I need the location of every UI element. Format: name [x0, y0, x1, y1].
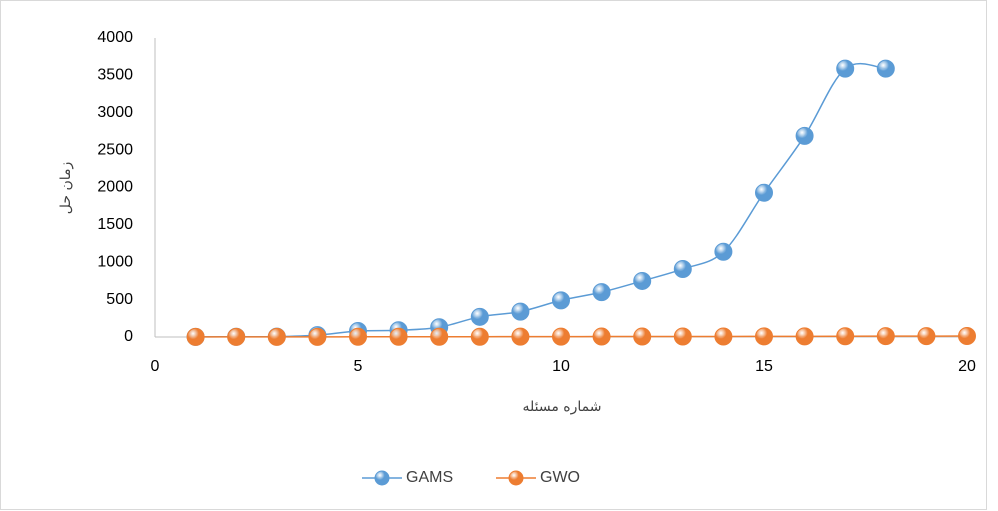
x-tick-label: 20: [958, 358, 976, 375]
data-point: [592, 327, 611, 346]
data-point: [755, 327, 773, 346]
data-point: [633, 271, 652, 290]
data-point: [552, 291, 570, 310]
data-point: [673, 327, 692, 346]
data-point: [267, 327, 286, 346]
y-axis-title: زمان حل: [58, 162, 74, 215]
x-tick-label: 10: [552, 358, 570, 375]
data-point: [795, 327, 814, 346]
y-tick-label: 1500: [97, 216, 133, 233]
data-point: [836, 59, 855, 78]
data-point: [714, 242, 733, 261]
y-tick-label: 1000: [97, 253, 133, 270]
y-tick-label: 4000: [97, 29, 133, 46]
data-point: [308, 327, 327, 346]
data-point: [349, 327, 367, 346]
series-line: [195, 62, 886, 338]
x-tick-label: 5: [354, 358, 363, 375]
legend-label: GAMS: [406, 469, 453, 486]
y-tick-label: 0: [124, 328, 133, 345]
y-tick-label: 3000: [97, 104, 133, 121]
x-tick-label: 0: [151, 358, 160, 375]
data-point: [836, 327, 855, 346]
data-point: [592, 283, 611, 302]
data-point: [227, 327, 246, 346]
data-point: [876, 327, 895, 346]
data-point: [958, 327, 976, 346]
y-tick-label: 3500: [97, 67, 133, 84]
data-point: [511, 302, 530, 321]
data-point: [552, 327, 570, 346]
data-point: [876, 59, 895, 78]
data-point: [917, 327, 936, 346]
legend-marker: [374, 470, 390, 486]
data-point: [186, 327, 205, 346]
data-point: [714, 327, 733, 346]
data-point: [755, 183, 773, 202]
legend-label: GWO: [540, 469, 580, 486]
data-point: [633, 327, 652, 346]
data-point: [389, 327, 408, 346]
y-tick-label: 500: [106, 291, 133, 308]
data-point: [470, 307, 489, 326]
data-point: [673, 259, 692, 278]
data-point: [470, 327, 489, 346]
y-tick-label: 2500: [97, 141, 133, 158]
legend-marker: [508, 470, 524, 486]
y-tick-label: 2000: [97, 179, 133, 196]
data-point: [511, 327, 530, 346]
x-axis-title: شماره مسئله: [523, 399, 602, 415]
data-point: [430, 327, 449, 346]
x-tick-label: 15: [755, 358, 773, 375]
data-point: [795, 126, 814, 145]
